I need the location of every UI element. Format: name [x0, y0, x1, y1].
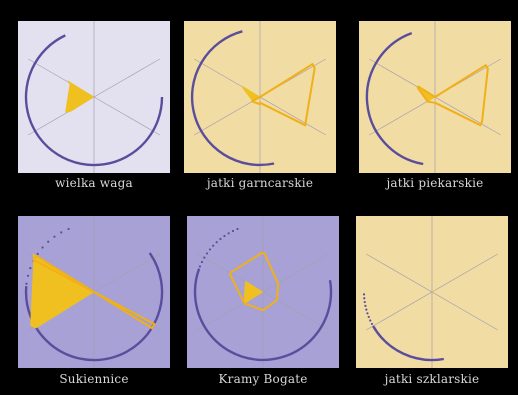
glyph-panel-sukiennice	[18, 216, 170, 368]
glyph-sukiennice	[18, 216, 170, 368]
caption-jatki-szklarskie: jatki szklarskie	[384, 372, 480, 386]
ring-dot	[205, 252, 209, 255]
ring-dot	[208, 248, 212, 251]
ring-dot	[219, 237, 222, 241]
outline-shape	[228, 252, 280, 311]
ring-dot	[26, 274, 30, 277]
outline-shape	[251, 62, 316, 127]
glyph-wielka-waga	[18, 21, 170, 173]
ring-dot	[53, 235, 56, 238]
glyph-panel-kramy-bogate	[187, 216, 339, 368]
outline-shape	[416, 63, 489, 127]
ring-dot	[29, 267, 32, 270]
ring-dot	[369, 319, 372, 322]
ring-dot	[367, 315, 370, 319]
ring-arc	[365, 31, 424, 166]
ring-dot	[362, 293, 366, 296]
glyph-jatki-szklarskie	[356, 216, 508, 368]
ring-dot	[370, 322, 374, 326]
ring-dot	[60, 231, 63, 234]
ring-dot	[67, 227, 70, 231]
ring-arc	[190, 30, 275, 167]
glyph-panel-wielka-waga	[18, 21, 170, 173]
ring-dot	[364, 304, 367, 307]
glyph-panel-jatki-garncarskie	[184, 21, 336, 173]
ring-dot	[363, 297, 366, 300]
ring-dot	[231, 229, 235, 233]
ring-dot	[366, 312, 369, 315]
caption-jatki-piekarskie: jatki piekarskie	[386, 176, 484, 190]
caption-sukiennice: Sukiennice	[59, 372, 129, 386]
glyph-panel-jatki-szklarskie	[356, 216, 508, 368]
ring-dot	[200, 260, 204, 264]
solid-shape	[65, 80, 95, 113]
solid-shape	[243, 280, 264, 304]
ring-dot	[223, 234, 226, 238]
glyph-jatki-piekarskie	[359, 21, 511, 173]
glyph-kramy-bogate	[187, 216, 339, 368]
ring-dot	[198, 265, 202, 268]
ring-dot	[215, 241, 218, 244]
ring-dot	[365, 308, 368, 311]
ring-arc	[24, 34, 164, 167]
glyph-panel-jatki-piekarskie	[359, 21, 511, 173]
outline-shape	[32, 254, 156, 330]
ring-dot	[212, 244, 215, 247]
ring-dot	[227, 232, 230, 235]
solid-shape	[431, 289, 436, 293]
ring-dot	[236, 227, 239, 231]
ring-dot	[25, 282, 28, 285]
caption-kramy-bogate: Kramy Bogate	[218, 372, 308, 386]
ring-dot	[363, 300, 366, 304]
caption-wielka-waga: wielka waga	[55, 176, 133, 190]
ring-arc	[193, 268, 333, 362]
caption-jatki-garncarskie: jatki garncarskie	[206, 176, 314, 190]
ring-dot	[47, 240, 50, 243]
ring-dot	[203, 256, 206, 259]
ring-arc	[372, 325, 445, 362]
glyph-jatki-garncarskie	[184, 21, 336, 173]
ring-dot	[41, 246, 44, 249]
ring-dot	[36, 252, 39, 255]
